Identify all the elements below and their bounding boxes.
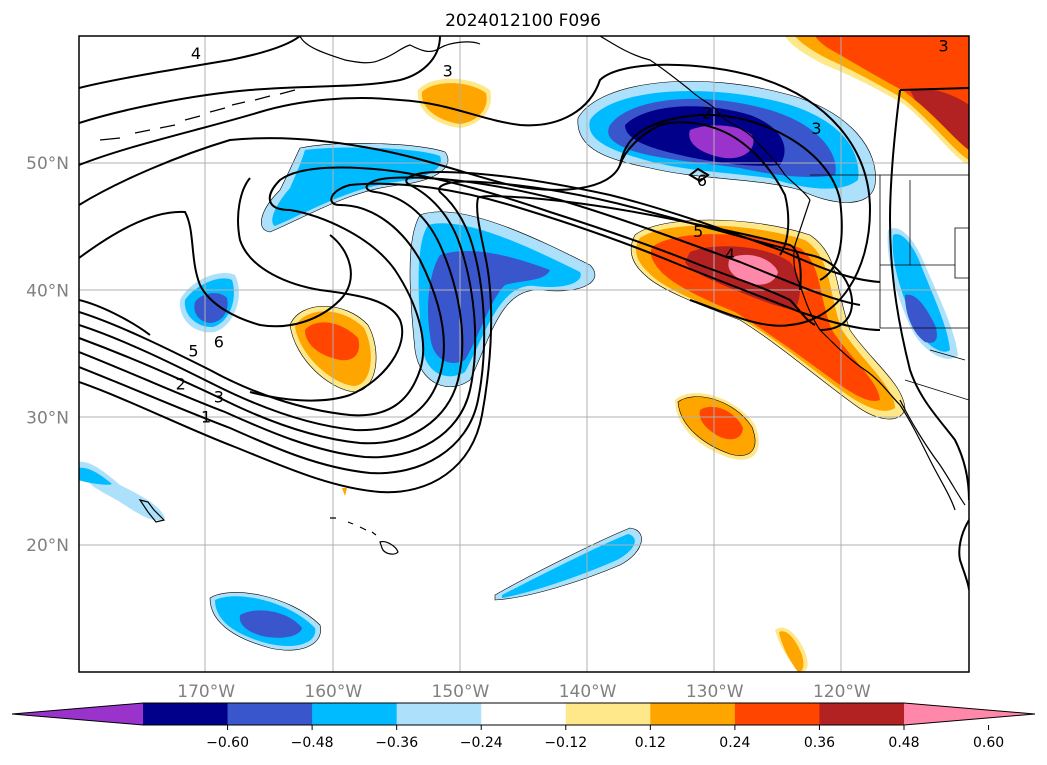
contour-line: [79, 210, 352, 328]
longitude-labels: 170°W 160°W 150°W 140°W 130°W 120°W: [177, 682, 871, 702]
colorbar-segment: [481, 703, 567, 725]
contour-label: 6: [697, 171, 707, 190]
contour-label: 5: [693, 222, 703, 241]
contour-label: 3: [214, 387, 224, 406]
latitude-label: 20°N: [26, 536, 69, 556]
contour-label: 3: [811, 119, 821, 138]
colorbar-tick-label: −0.24: [460, 735, 503, 751]
contour-line: [688, 167, 710, 183]
small-island-southwest: [138, 499, 166, 523]
blue-mid-east-coast: [905, 294, 937, 343]
political-borders: [810, 174, 969, 401]
purple-core-gulf-alaska: [689, 125, 754, 159]
map-title: 2024012100 F096: [445, 11, 601, 31]
contour-line: [79, 180, 854, 475]
colorbar: −0.60 −0.48 −0.36 −0.24 −0.12 0.12 0.24 0.36 0.4…: [11, 702, 1036, 751]
contour-line: [79, 176, 861, 445]
contour-label: 3: [938, 36, 948, 55]
blue-core-east-coast: [892, 234, 950, 352]
contour-line: [79, 182, 881, 432]
contour-line: [79, 63, 872, 327]
map-frame: [78, 35, 970, 673]
colorbar-tick-label: −0.12: [544, 735, 587, 751]
longitude-label: 160°W: [304, 682, 362, 702]
red-core-subtropical: [699, 406, 743, 440]
contour-label: 5: [188, 342, 198, 361]
blue-mid-central-pacific: [428, 250, 550, 363]
contour-line: [79, 36, 301, 89]
contour-label: 6: [214, 333, 224, 352]
colorbar-tick-label: 0.24: [719, 735, 750, 751]
contour-line: [619, 121, 790, 256]
latitude-label: 40°N: [26, 281, 69, 301]
contour-line: [79, 177, 404, 402]
filled-anomaly-contours: [79, 36, 969, 672]
colorbar-segment: [396, 703, 482, 725]
colorbar-segment: [565, 703, 651, 725]
latitude-labels: 50°N 40°N 30°N 20°N: [26, 154, 69, 556]
contour-label: 4: [725, 245, 735, 264]
colorbar-tick-label: −0.36: [375, 735, 418, 751]
contour-label: 2: [702, 104, 712, 123]
contour-line: [888, 87, 969, 591]
colorbar-segment: [650, 703, 736, 725]
colorbar-tick-label: −0.60: [206, 735, 249, 751]
colorbar-tick-label: 0.12: [635, 735, 666, 751]
contour-label: 2: [176, 375, 186, 394]
blue-core-subtropical-band: [502, 534, 635, 598]
contour-label: 3: [443, 62, 453, 81]
contour-line: [79, 166, 816, 417]
longitude-label: 120°W: [813, 682, 871, 702]
colorbar-tick-label: 0.36: [804, 735, 835, 751]
longitude-label: 140°W: [559, 682, 617, 702]
blue-core-southwest-islands: [79, 467, 112, 485]
contour-line: [79, 113, 843, 281]
blue-mid-small-west: [194, 293, 228, 323]
contour-label: 4: [191, 44, 201, 63]
contour-label: 1: [201, 408, 211, 427]
colorbar-extend-low: [12, 703, 143, 725]
longitude-label: 130°W: [686, 682, 744, 702]
colorbar-segment: [143, 703, 229, 725]
colorbar-tick-label: 0.60: [973, 735, 1004, 751]
longitude-label: 170°W: [177, 682, 235, 702]
geopotential-contours: [79, 36, 969, 591]
red-mid-top-right: [815, 36, 969, 150]
contour-line: [79, 195, 802, 494]
latitude-label: 30°N: [26, 409, 69, 429]
colorbar-tick-label: −0.48: [291, 735, 334, 751]
colorbar-outline: [11, 702, 1036, 726]
colorbar-extend-high: [904, 703, 1035, 725]
colorbar-segment: [734, 703, 820, 725]
orange-mid-south-coast: [779, 631, 804, 672]
colorbar-segment: [312, 703, 398, 725]
baja-california: [899, 399, 966, 506]
blue-mid-south: [239, 610, 302, 638]
colorbar-tick-label: 0.48: [888, 735, 919, 751]
contour-line: [79, 36, 441, 124]
red-core-west-center: [305, 322, 360, 361]
hawaiian-islands: [330, 517, 399, 555]
orange-speck: [342, 488, 347, 496]
contour-line: [79, 170, 881, 459]
longitude-label: 150°W: [432, 682, 490, 702]
blue-core-west-arc: [272, 147, 441, 226]
colorbar-segment: [819, 703, 905, 725]
darkred-core-top-right: [910, 88, 969, 150]
aleutian-islands: [99, 89, 296, 141]
latitude-label: 50°N: [26, 154, 69, 174]
colorbar-segment: [227, 703, 313, 725]
